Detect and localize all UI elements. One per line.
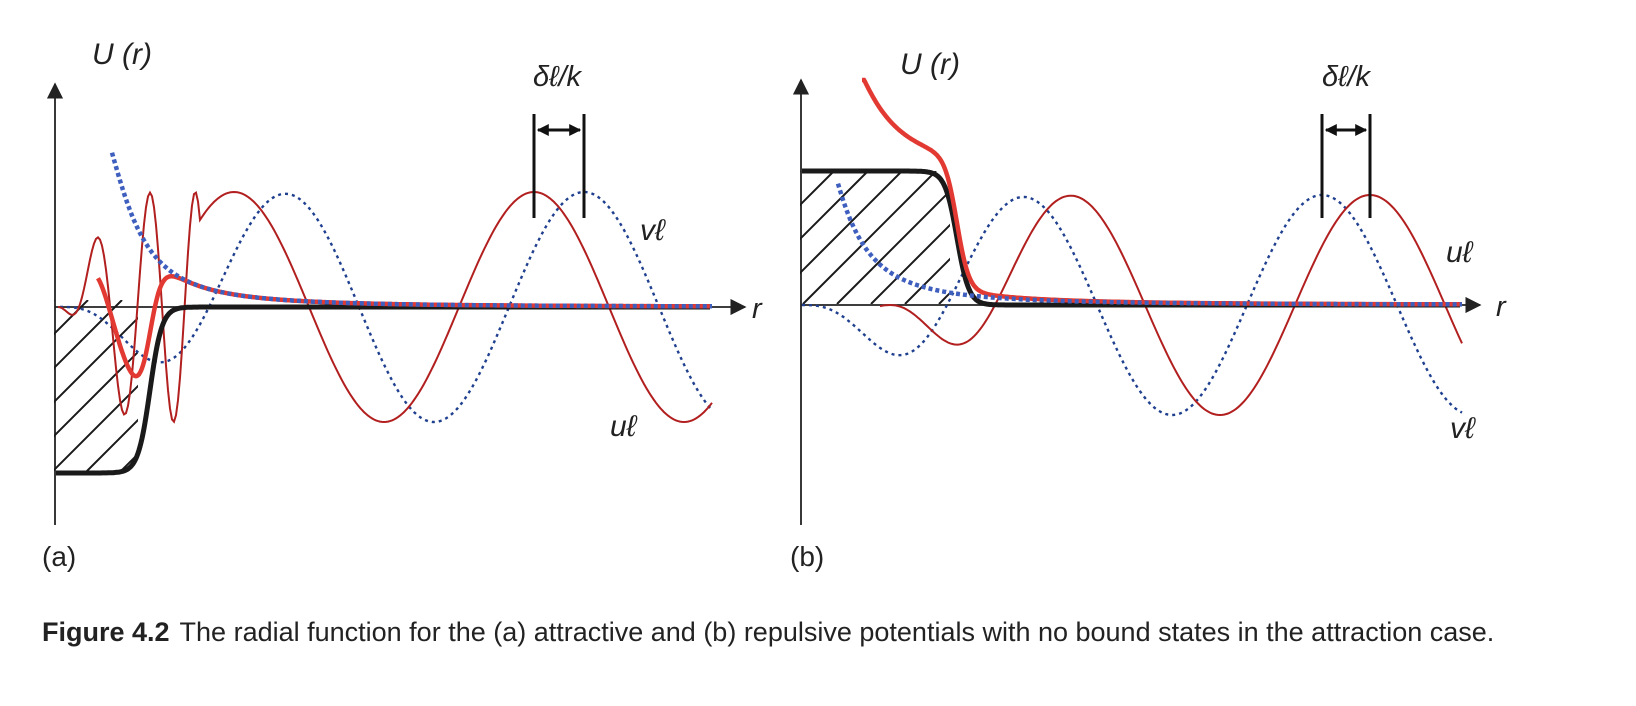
caption-text: The radial function for the (a) attracti… [179,617,1495,647]
centrifugal-potential-curve [835,182,1462,307]
panel-a-tag: (a) [42,541,76,572]
phase-shift-label: δℓ/k [533,61,583,93]
effective-potential-curve [862,77,1462,307]
centrifugal-potential-curve [109,152,712,309]
effective-potential-curve [96,274,712,379]
panel-b: U (r) δℓ/k r uℓ vℓ (b) [790,48,1507,572]
free-wave-v-curve [802,193,1463,417]
square-barrier-curve [802,168,1460,308]
panel-b-tag: (b) [790,541,824,572]
v-curve-label: vℓ [640,214,666,247]
potential-label: U (r) [92,38,152,71]
panel-a: U (r) δℓ/k r vℓ uℓ (a) [42,38,763,572]
square-well-curve [56,304,710,476]
figure-caption: Figure 4.2 The radial function for the (a… [42,612,1602,652]
figure-4-2: U (r) δℓ/k r vℓ uℓ (a) U (r) δℓ/k r uℓ v… [42,38,1507,572]
free-wave-v-curve [60,190,713,424]
u-curve-label: uℓ [1446,236,1474,269]
caption-label: Figure 4.2 [42,617,170,647]
phase-shift-marker [1320,114,1372,218]
r-axis-label: r [1496,291,1507,323]
wavefunction-u-curve [57,190,713,424]
potential-well-hatch [54,300,138,473]
potential-barrier-hatch [800,171,950,304]
u-curve-label: uℓ [610,410,638,443]
r-axis-label: r [752,293,763,325]
wavefunction-u-curve [879,193,1463,417]
potential-label: U (r) [900,48,960,81]
phase-shift-label: δℓ/k [1322,61,1372,93]
phase-shift-marker [532,114,586,218]
v-curve-label: vℓ [1450,412,1476,445]
